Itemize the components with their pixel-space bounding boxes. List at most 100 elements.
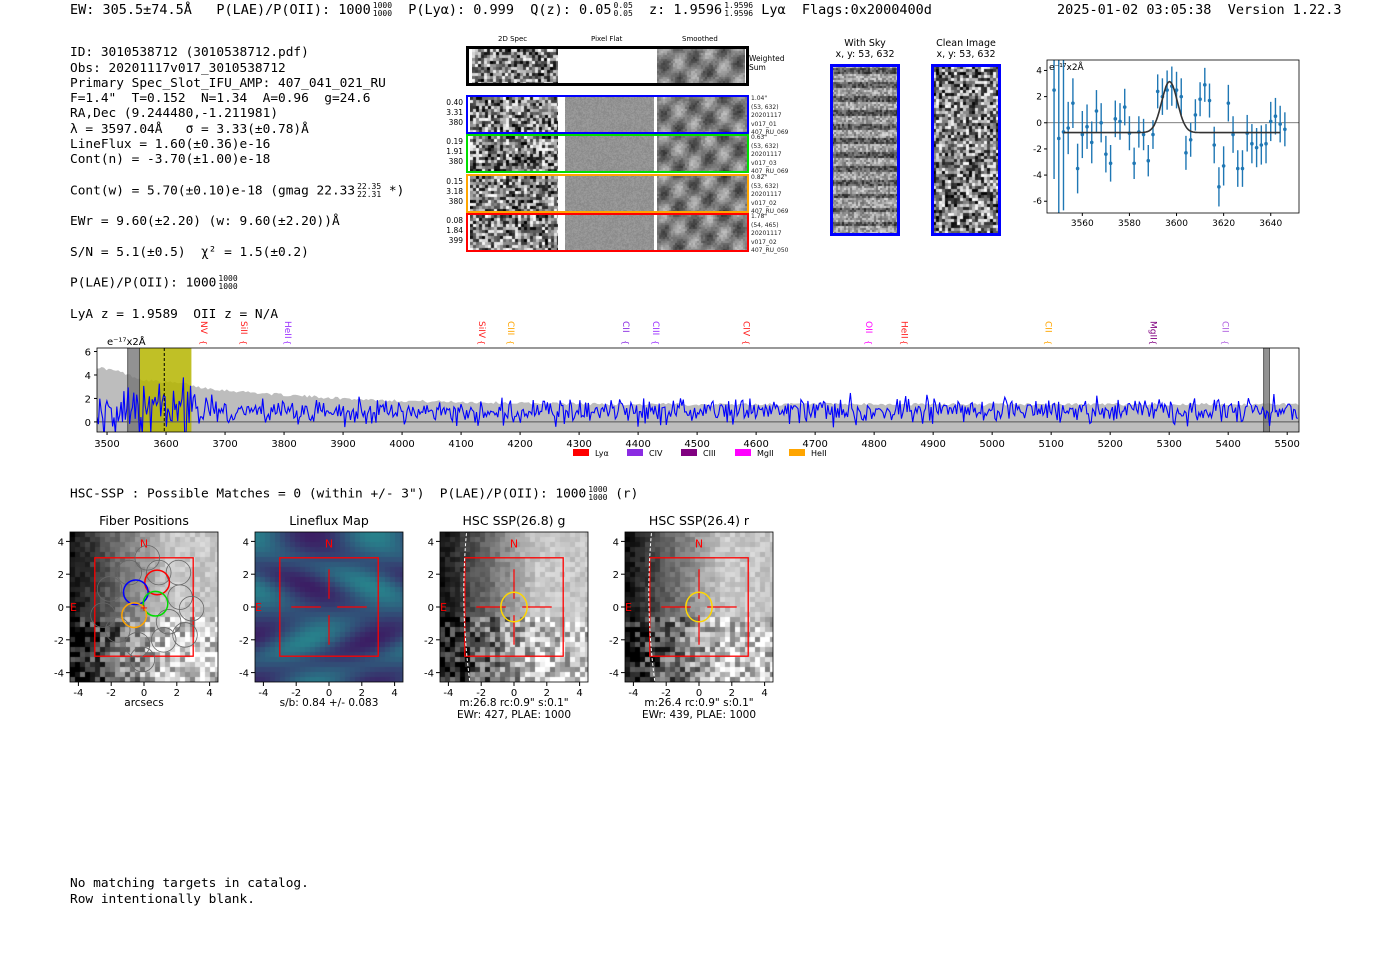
y-tick-label: -2 [1033, 145, 1042, 155]
x-tick-label: 4 [206, 688, 212, 699]
spec-row-2dspec [470, 215, 558, 250]
data-point [1099, 120, 1103, 125]
mask-edge [463, 533, 471, 681]
col-header-2dspec: 2D Spec [498, 35, 528, 43]
y-tick-label: 4 [1036, 66, 1042, 76]
spec-row-2dspec [470, 176, 558, 211]
z-value: z: 1.9596 [649, 2, 723, 18]
data-point [1165, 88, 1169, 92]
info-plae: P(LAE)/P(OII): 1000 1000 1000 [70, 275, 404, 291]
flux-line [97, 377, 1299, 432]
cutout-frame [439, 531, 589, 683]
data-point [1174, 88, 1179, 92]
cutout-overlay: N E + -4 -4 -2 -2 0 0 2 2 4 4 [54, 531, 219, 699]
east-label: E [70, 601, 77, 614]
legend-label: CIII [703, 449, 716, 458]
x-tick-label: 0 [511, 688, 517, 699]
center-marker: + [140, 603, 148, 614]
spec-row-pixelflat [565, 215, 654, 250]
emission-line-bracket: { [477, 340, 486, 345]
east-label: E [625, 601, 632, 614]
info-line: RA,Dec (9.244480,-1.211981) [70, 106, 279, 122]
data-point [1202, 83, 1207, 87]
x-tick-label: 4 [576, 688, 582, 699]
y-tick-label: -4 [424, 669, 434, 680]
data-point [1226, 101, 1231, 105]
x-tick-label: 3900 [330, 439, 355, 450]
aperture-box [279, 557, 379, 657]
info-plae-lo: 1000 [218, 282, 238, 292]
emission-line-label: SiIV [476, 321, 486, 339]
data-point [1104, 152, 1108, 156]
cont-w: Cont(w) = 5.70(±0.10)e-18 (gmag 22.33 22.… [70, 182, 404, 199]
emission-line-bracket: { [621, 340, 630, 345]
info-z: LyA z = 1.9589 OII z = N/A [70, 306, 279, 322]
weighted-sum-smoothed [657, 49, 745, 83]
y-tick-label: 2 [1036, 93, 1042, 103]
data-point [1052, 88, 1056, 92]
plae-value: P(LAE)/P(OII): 1000 [216, 2, 371, 18]
datetime: 2025-01-02 03:05:38 [1057, 2, 1212, 18]
east-label: E [440, 601, 447, 614]
data-point [1268, 119, 1273, 124]
east-label: E [255, 601, 262, 614]
x-tick-label: -4 [258, 688, 268, 699]
data-point [1217, 185, 1221, 189]
x-tick-label: 5300 [1156, 439, 1181, 450]
data-point [1056, 136, 1061, 141]
plot-frame [96, 347, 1300, 433]
plae-lo: 1000 [372, 9, 393, 18]
spec-row-stats: 0.15 3.18 380 [446, 177, 463, 206]
spec-row-smoothed [657, 176, 747, 211]
y-tick-label: 4 [428, 537, 434, 548]
y-tick-label: 0 [243, 603, 249, 614]
col-header-pixelflat: Pixel Flat [591, 35, 623, 43]
data-point [1207, 98, 1212, 103]
cutout-overlay: N E -4 -4 -2 -2 0 0 2 2 4 4 [239, 531, 404, 699]
info-line: λ = 3597.04Å σ = 3.33(±0.78)Å [70, 121, 309, 137]
legend-swatch [573, 449, 589, 456]
y-tick-label: 0 [1036, 119, 1042, 129]
fiber-circle [155, 609, 182, 635]
ew-value: EW: 305.5±74.5Å [70, 2, 192, 18]
cont-w-lo: 22.31 [357, 189, 382, 199]
x-tick-label: 3600 [1165, 219, 1188, 229]
fiber-circle [172, 622, 198, 648]
north-label: N [325, 537, 333, 550]
x-tick-label: 2 [359, 688, 365, 699]
emission-line-bracket: { [506, 340, 515, 345]
data-point [1146, 158, 1151, 163]
info-line: F=1.4" T=0.152 N=1.34 A=0.96 g=24.6 [70, 91, 371, 107]
emission-line-bracket: { [741, 340, 750, 345]
data-point [1151, 132, 1155, 137]
emission-line-bracket: { [651, 340, 660, 345]
unit-label: e⁻¹⁷x2Å [107, 335, 146, 348]
emission-line-label: SiII [238, 321, 248, 335]
hsc-text: HSC-SSP : Possible Matches = 0 (within +… [70, 486, 587, 502]
x-tick-label: -4 [628, 688, 638, 699]
y-tick-label: 2 [428, 570, 434, 581]
spec-row-fiber-info: 1.04" (53, 632) 20201117 v017_01 407_RU_… [751, 95, 789, 137]
x-tick-label: 4300 [566, 439, 591, 450]
emission-line-bracket: { [199, 340, 208, 345]
north-label: N [510, 537, 518, 550]
qz-hi: 0.05 [613, 1, 633, 10]
data-point [1071, 101, 1075, 105]
data-point [1212, 143, 1217, 147]
row-note: Row intentionally blank. [70, 891, 255, 907]
data-point [1193, 113, 1198, 117]
y-tick-label: 0 [85, 418, 91, 429]
x-tick-label: 5000 [979, 439, 1004, 450]
spec-row-frame [466, 134, 749, 173]
data-point [1118, 119, 1122, 124]
spec-row-stats: 0.08 1.84 399 [446, 216, 463, 245]
clean-image-coords: x, y: 53, 632 [936, 49, 996, 60]
spec-row-fiber-info: 1.78" (54, 465) 20201117 v017_02 407_RU_… [751, 213, 789, 255]
cutout-title: HSC SSP(26.8) g [462, 513, 566, 528]
emission-line-label: CIII [505, 321, 515, 335]
cutout-frame [624, 531, 774, 683]
spec-row-stats: 0.19 1.91 380 [446, 137, 463, 166]
x-tick-label: 5400 [1215, 439, 1240, 450]
x-tick-label: 0 [326, 688, 332, 699]
